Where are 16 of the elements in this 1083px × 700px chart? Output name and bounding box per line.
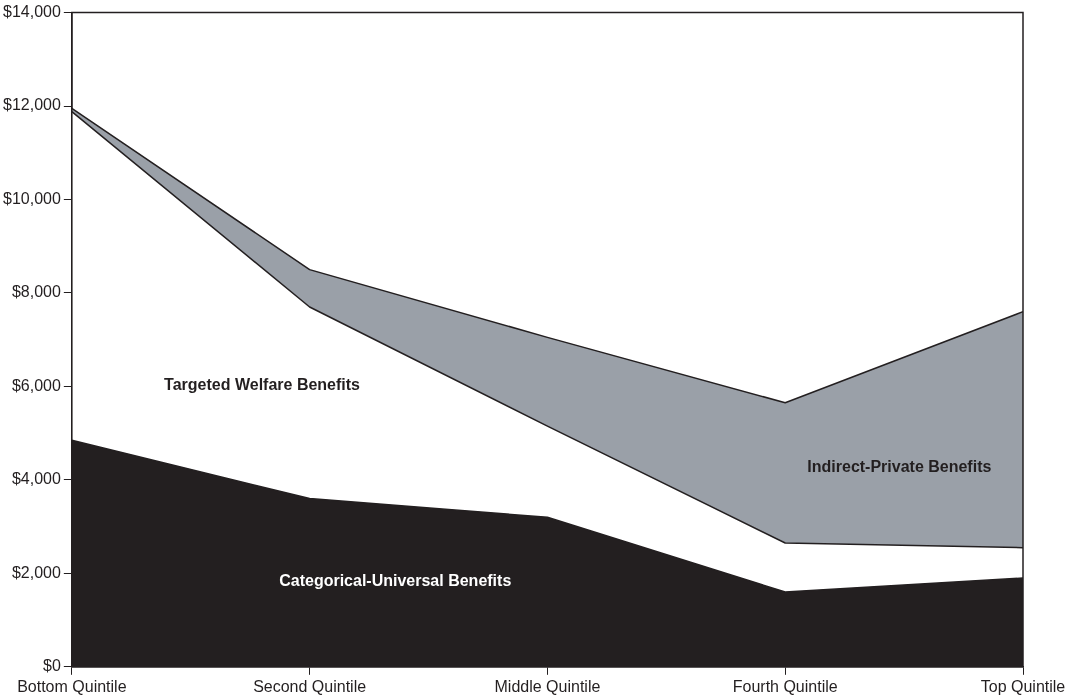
y-tick-label: $6,000 (11, 376, 61, 394)
y-tick-label: $8,000 (11, 283, 61, 301)
x-tick-label: Middle Quintile (494, 677, 601, 695)
y-tick-label: $12,000 (2, 96, 61, 114)
series-label: Targeted Welfare Benefits (164, 375, 361, 393)
y-tick-label: $4,000 (11, 470, 61, 488)
x-tick-label: Fourth Quintile (732, 677, 838, 695)
y-tick-label: $0 (43, 657, 61, 675)
series-label: Categorical-Universal Benefits (279, 572, 512, 590)
x-tick-label: Second Quintile (253, 677, 367, 695)
y-tick-label: $2,000 (11, 563, 61, 581)
series-label: Indirect-Private Benefits (807, 457, 992, 475)
y-tick-label: $10,000 (2, 189, 61, 207)
y-tick-label: $14,000 (2, 3, 61, 21)
x-tick-label: Bottom Quintile (17, 677, 127, 695)
x-tick-label: Top Quintile (980, 677, 1066, 695)
